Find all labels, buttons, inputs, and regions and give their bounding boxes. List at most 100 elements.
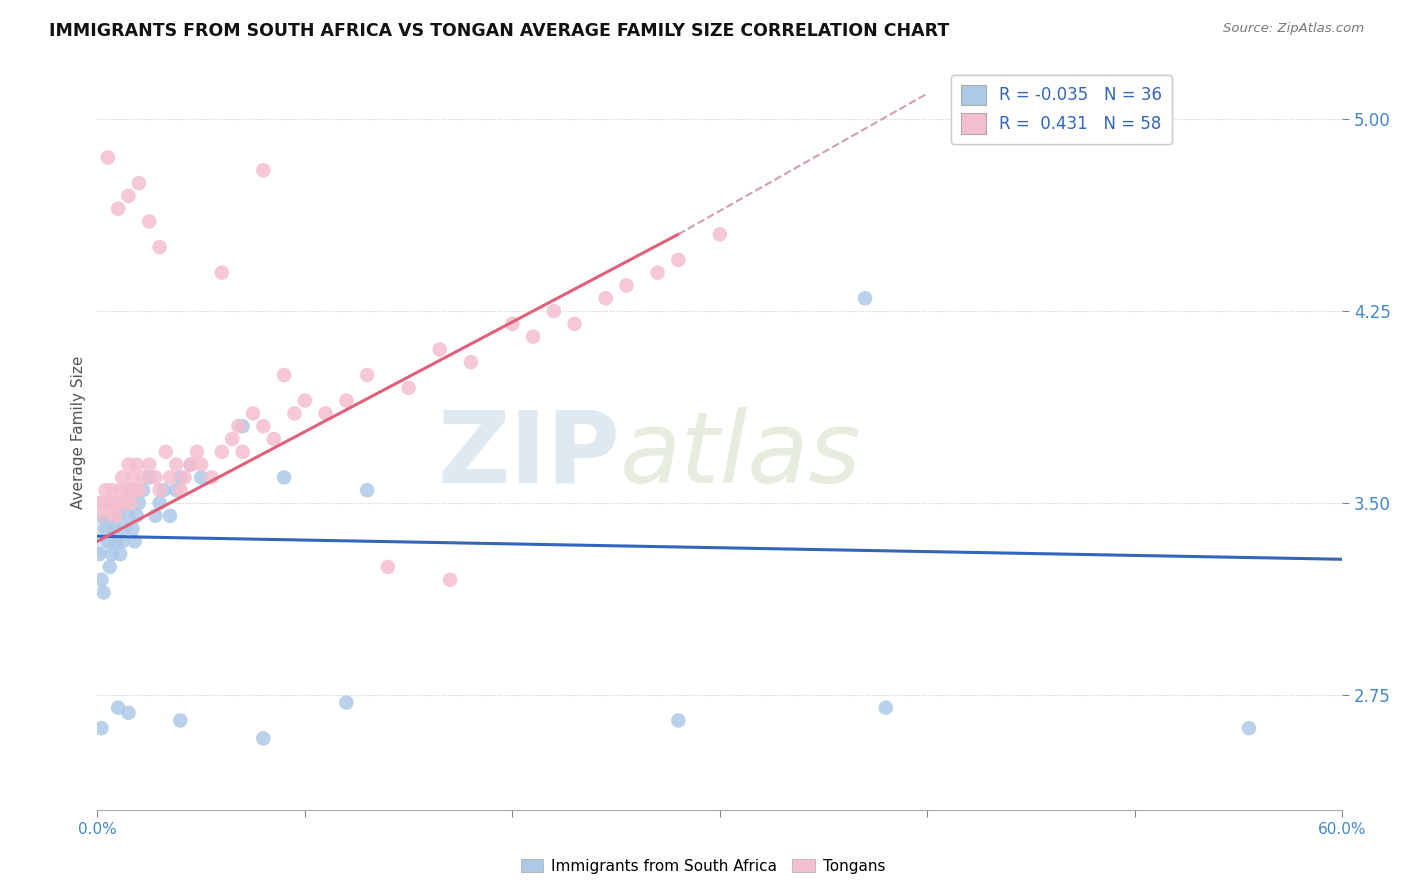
Point	[107, 496, 129, 510]
Point	[165, 483, 187, 498]
Point	[138, 470, 160, 484]
Text: atlas: atlas	[620, 407, 862, 504]
Point	[429, 343, 451, 357]
Point	[666, 714, 689, 728]
Point	[105, 508, 128, 523]
Point	[273, 368, 295, 382]
Point	[97, 508, 120, 523]
Point	[124, 534, 146, 549]
Point	[108, 547, 131, 561]
Point	[149, 483, 172, 498]
Point	[107, 508, 129, 523]
Point	[98, 496, 121, 510]
Point	[190, 458, 212, 472]
Point	[132, 470, 155, 484]
Point	[115, 496, 138, 510]
Point	[200, 470, 222, 484]
Point	[97, 151, 120, 165]
Point	[93, 585, 115, 599]
Point	[128, 496, 150, 510]
Point	[228, 419, 250, 434]
Point	[103, 522, 125, 536]
Point	[115, 483, 138, 498]
Point	[112, 496, 135, 510]
Point	[335, 696, 357, 710]
Point	[875, 700, 897, 714]
Point	[121, 470, 143, 484]
Point	[564, 317, 586, 331]
Point	[460, 355, 482, 369]
Legend: R = -0.035   N = 36, R =  0.431   N = 58: R = -0.035 N = 36, R = 0.431 N = 58	[950, 75, 1173, 144]
Point	[356, 368, 378, 382]
Point	[315, 406, 337, 420]
Point	[94, 483, 117, 498]
Point	[138, 214, 160, 228]
Point	[89, 547, 111, 561]
Text: IMMIGRANTS FROM SOUTH AFRICA VS TONGAN AVERAGE FAMILY SIZE CORRELATION CHART: IMMIGRANTS FROM SOUTH AFRICA VS TONGAN A…	[49, 22, 949, 40]
Point	[101, 483, 124, 498]
Point	[128, 483, 150, 498]
Point	[356, 483, 378, 498]
Point	[221, 432, 243, 446]
Point	[132, 483, 155, 498]
Point	[105, 534, 128, 549]
Point	[273, 470, 295, 484]
Point	[107, 700, 129, 714]
Point	[90, 508, 112, 523]
Point	[145, 508, 167, 523]
Point	[124, 483, 146, 498]
Point	[120, 496, 142, 510]
Point	[186, 444, 208, 458]
Y-axis label: Average Family Size: Average Family Size	[72, 356, 86, 509]
Point	[89, 496, 111, 510]
Point	[107, 202, 129, 216]
Point	[180, 458, 202, 472]
Point	[128, 176, 150, 190]
Point	[211, 444, 233, 458]
Point	[155, 444, 177, 458]
Point	[595, 291, 617, 305]
Point	[159, 508, 181, 523]
Point	[335, 393, 357, 408]
Point	[190, 470, 212, 484]
Text: Source: ZipAtlas.com: Source: ZipAtlas.com	[1223, 22, 1364, 36]
Point	[120, 483, 142, 498]
Point	[232, 444, 254, 458]
Point	[149, 496, 172, 510]
Point	[121, 522, 143, 536]
Point	[377, 560, 399, 574]
Point	[252, 419, 274, 434]
Point	[169, 470, 191, 484]
Point	[145, 470, 167, 484]
Point	[242, 406, 264, 420]
Point	[152, 483, 174, 498]
Point	[501, 317, 523, 331]
Legend: Immigrants from South Africa, Tongans: Immigrants from South Africa, Tongans	[515, 853, 891, 880]
Point	[159, 470, 181, 484]
Point	[439, 573, 461, 587]
Point	[647, 266, 669, 280]
Point	[283, 406, 305, 420]
Point	[89, 529, 111, 543]
Point	[522, 329, 544, 343]
Point	[211, 266, 233, 280]
Point	[169, 714, 191, 728]
Point	[149, 240, 172, 254]
Point	[232, 419, 254, 434]
Point	[93, 496, 115, 510]
Point	[112, 522, 135, 536]
Point	[125, 458, 148, 472]
Point	[108, 483, 131, 498]
Point	[252, 163, 274, 178]
Point	[173, 470, 195, 484]
Point	[90, 721, 112, 735]
Point	[101, 547, 124, 561]
Point	[97, 534, 120, 549]
Point	[543, 304, 565, 318]
Point	[165, 458, 187, 472]
Point	[111, 534, 134, 549]
Point	[103, 496, 125, 510]
Point	[111, 470, 134, 484]
Point	[117, 706, 139, 720]
Point	[294, 393, 316, 408]
